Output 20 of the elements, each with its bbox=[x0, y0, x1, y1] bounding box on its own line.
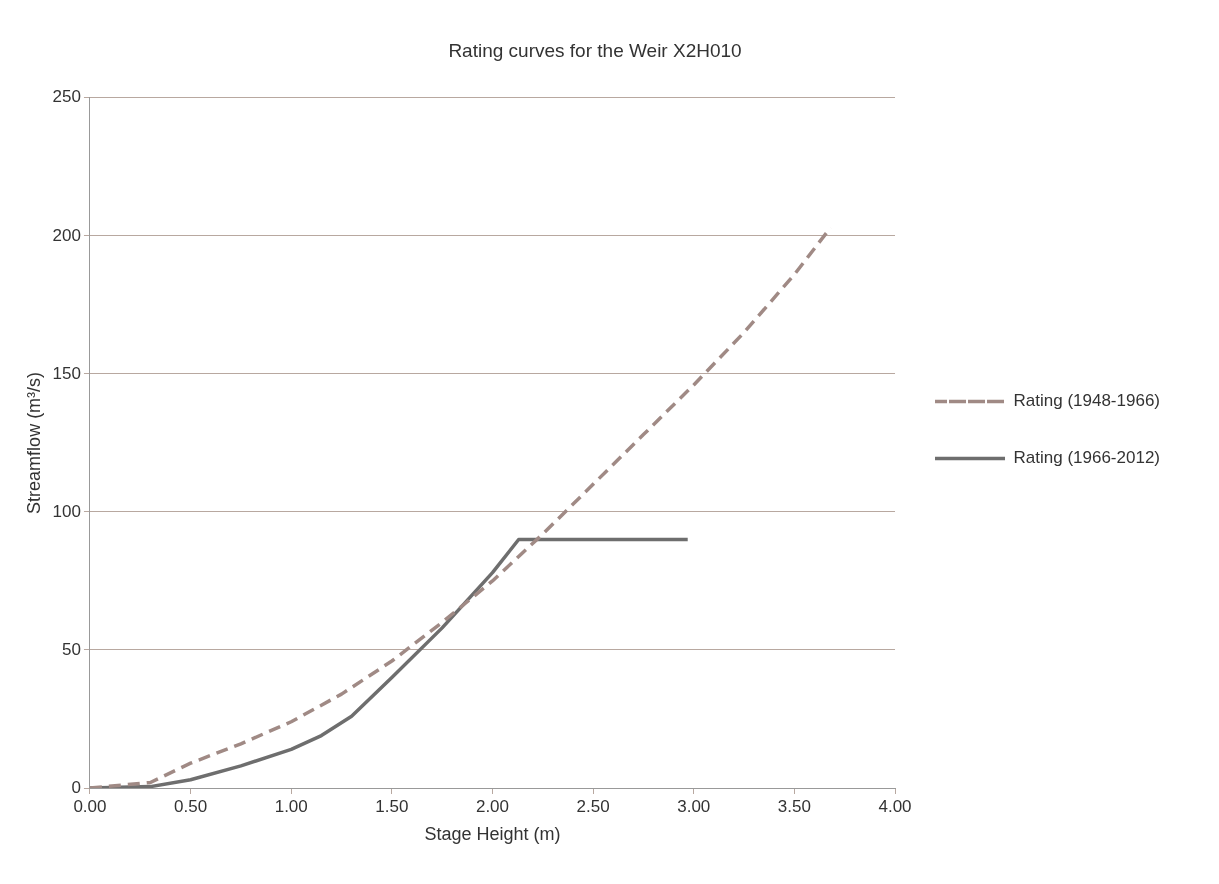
x-tick-label: 0.00 bbox=[73, 796, 107, 816]
x-axis-title: Stage Height (m) bbox=[424, 824, 561, 845]
x-tick-label: 2.00 bbox=[475, 796, 510, 816]
y-tick-label: 250 bbox=[52, 87, 81, 107]
y-tick-label: 50 bbox=[62, 639, 81, 659]
x-tick-label: 2.50 bbox=[576, 796, 610, 816]
x-tick-label: 3.50 bbox=[777, 796, 811, 816]
chart-title: Rating curves for the Weir X2H010 bbox=[448, 39, 742, 61]
x-tick-label: 1.50 bbox=[375, 796, 409, 816]
y-tick-label: 100 bbox=[52, 501, 81, 521]
y-tick-label: 150 bbox=[52, 363, 81, 383]
x-tick-label: 4.00 bbox=[878, 796, 912, 816]
legend-label: Rating (1966-2012) bbox=[1013, 448, 1160, 468]
x-tick-label: 1.00 bbox=[274, 796, 308, 816]
y-tick-label: 200 bbox=[52, 225, 81, 245]
x-tick-label: 0.50 bbox=[174, 796, 208, 816]
y-axis-title: Streamflow (m³/s) bbox=[23, 371, 44, 514]
legend-label: Rating (1948-1966) bbox=[1013, 391, 1160, 411]
y-tick-label: 0 bbox=[71, 777, 81, 797]
x-tick-label: 3.00 bbox=[677, 796, 711, 816]
